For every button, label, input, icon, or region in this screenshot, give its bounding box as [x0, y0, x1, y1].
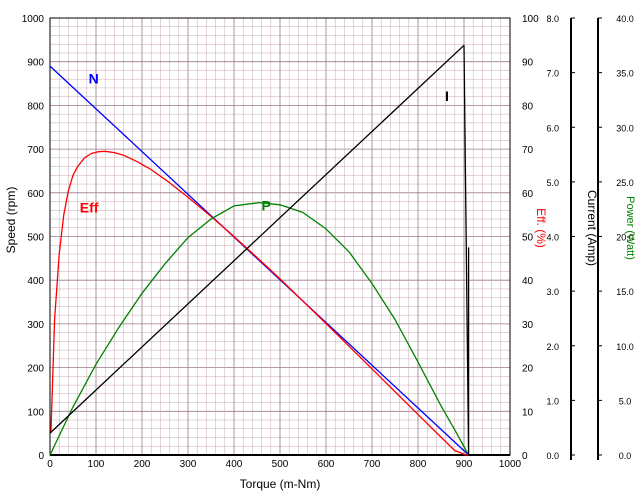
- speed-tick-label: 0: [38, 451, 44, 462]
- current-tick-label: 8.0: [546, 14, 559, 24]
- x-tick-label: 1000: [499, 459, 522, 470]
- plot-labels: 0 100 200 300 400 500 600 700 800 900 100001002003…: [22, 14, 634, 470]
- series-line-n: [49, 65, 470, 456]
- curve-label-eff: Eff: [80, 199, 99, 215]
- x-tick-label: 700: [364, 459, 381, 470]
- current-tick-label: 1.0: [546, 396, 559, 406]
- x-tick-label: 100: [88, 459, 105, 470]
- power-tick-label: 5.0: [619, 396, 632, 406]
- current-tick-label: 6.0: [546, 123, 559, 133]
- eff-tick-label: 90: [522, 58, 534, 69]
- eff-tick-label: 40: [522, 276, 534, 287]
- eff-tick-label: 70: [522, 145, 534, 156]
- series-line-eff: [50, 150, 469, 456]
- eff-tick-label: 20: [522, 364, 534, 375]
- curve-label-i: I: [445, 88, 449, 104]
- x-tick-label: 300: [180, 459, 197, 470]
- speed-tick-label: 800: [27, 101, 44, 112]
- speed-tick-label: 900: [27, 58, 44, 69]
- power-tick-label: 35.0: [616, 69, 634, 79]
- eff-tick-label: 100: [522, 14, 539, 25]
- eff-tick-label: 60: [522, 189, 534, 200]
- curve-label-n: N: [89, 71, 99, 87]
- speed-tick-label: 500: [27, 233, 44, 244]
- speed-tick-label: 700: [27, 145, 44, 156]
- power-tick-label: 40.0: [616, 14, 634, 24]
- plot-curves: [49, 44, 470, 456]
- current-tick-label: 0.0: [546, 451, 559, 461]
- power-axis-title: Power (Watt): [624, 196, 636, 260]
- speed-tick-label: 300: [27, 320, 44, 331]
- speed-axis-title: Speed (rpm): [4, 187, 18, 254]
- eff-tick-label: 80: [522, 101, 534, 112]
- power-tick-label: 15.0: [616, 287, 634, 297]
- current-tick-label: 4.0: [546, 233, 559, 243]
- x-tick-label: 900: [456, 459, 473, 470]
- eff-tick-label: 0: [522, 451, 528, 462]
- speed-tick-label: 100: [27, 407, 44, 418]
- x-tick-label: 500: [272, 459, 289, 470]
- curve-label-p: P: [262, 197, 271, 213]
- eff-tick-label: 50: [522, 233, 534, 244]
- power-tick-label: 30.0: [616, 123, 634, 133]
- current-tick-label: 3.0: [546, 287, 559, 297]
- current-tick-label: 2.0: [546, 342, 559, 352]
- current-tick-label: 5.0: [546, 178, 559, 188]
- speed-tick-label: 600: [27, 189, 44, 200]
- speed-tick-label: 1000: [22, 14, 45, 25]
- speed-tick-label: 400: [27, 276, 44, 287]
- power-tick-label: 10.0: [616, 342, 634, 352]
- series-line-i: [49, 44, 470, 456]
- power-tick-label: 20.0: [616, 233, 634, 243]
- eff-axis-title: Eff. (%): [534, 208, 548, 248]
- eff-tick-label: 10: [522, 407, 534, 418]
- x-tick-label: 400: [226, 459, 243, 470]
- x-tick-label: 600: [318, 459, 335, 470]
- current-axis-title: Current (Amp): [585, 190, 599, 266]
- power-tick-label: 25.0: [616, 178, 634, 188]
- current-tick-label: 7.0: [546, 69, 559, 79]
- plot-axes: [570, 17, 602, 460]
- x-tick-label: 200: [134, 459, 151, 470]
- power-tick-label: 0.0: [619, 451, 632, 461]
- x-axis-title: Torque (m-Nm): [240, 477, 321, 491]
- x-tick-label: 0: [47, 459, 53, 470]
- eff-tick-label: 30: [522, 320, 534, 331]
- series-line-p: [49, 201, 470, 456]
- plot-grid: [49, 17, 511, 456]
- speed-tick-label: 200: [27, 364, 44, 375]
- x-tick-label: 800: [410, 459, 427, 470]
